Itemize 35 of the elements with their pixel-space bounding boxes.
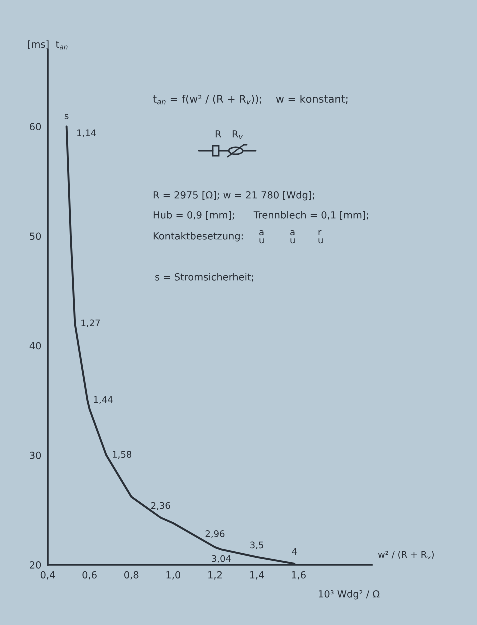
annotation: 2,36: [151, 502, 170, 510]
annotation: 1,27: [82, 320, 100, 328]
annotation: Hub = 0,9 [mm]; Trennblech = 0,1 [mm];: [154, 211, 368, 220]
annotation: 3,5: [250, 542, 264, 550]
annotation: 4: [292, 548, 298, 556]
x-tick-label: 0,6: [82, 571, 97, 580]
annotation: R = 2975 [Ω]; w = 21 780 [Wdg];: [154, 191, 314, 201]
annotation: t$_{an}$ = f(w² / (R + R$_{v}$)); w = konstant;: [153, 94, 348, 105]
x-tick-label: 0,4: [40, 571, 56, 580]
annotation: s = Stromsicherheit;: [156, 273, 254, 282]
y-axis-title: [ms] t$_{an}$: [28, 40, 68, 50]
y-tick-label: 30: [30, 452, 42, 460]
x-tick-label: 1,0: [166, 571, 181, 580]
annotation: 2,96: [206, 530, 225, 538]
annotation: 1,14: [78, 130, 96, 138]
annotation: r u: [318, 230, 323, 244]
y-tick-label: 50: [30, 232, 42, 240]
annotation: s: [64, 114, 69, 120]
x-tick-label: 1,6: [292, 571, 306, 580]
annotation: 3,04: [212, 555, 232, 564]
annotation: 1,58: [113, 451, 132, 459]
annotation: 1,44: [94, 396, 113, 404]
x-axis-title: w² / (R + R$_{v}$): [378, 551, 434, 560]
y-tick-label: 40: [30, 342, 42, 350]
x-tick-label: 1,2: [208, 571, 222, 580]
annotation: R$_{v}$: [232, 130, 243, 140]
annotation: a u: [290, 230, 295, 244]
x-tick-label: 1,4: [250, 572, 264, 580]
x-tick-label: 0,8: [124, 571, 139, 580]
annotation: a u: [260, 230, 264, 244]
y-tick-label: 20: [30, 561, 42, 569]
text: 10³ Wdg² / Ω: [319, 590, 380, 600]
annotation: R: [216, 130, 222, 138]
annotation: Kontaktbesetzung:: [154, 232, 243, 242]
y-tick-label: 60: [30, 123, 42, 131]
